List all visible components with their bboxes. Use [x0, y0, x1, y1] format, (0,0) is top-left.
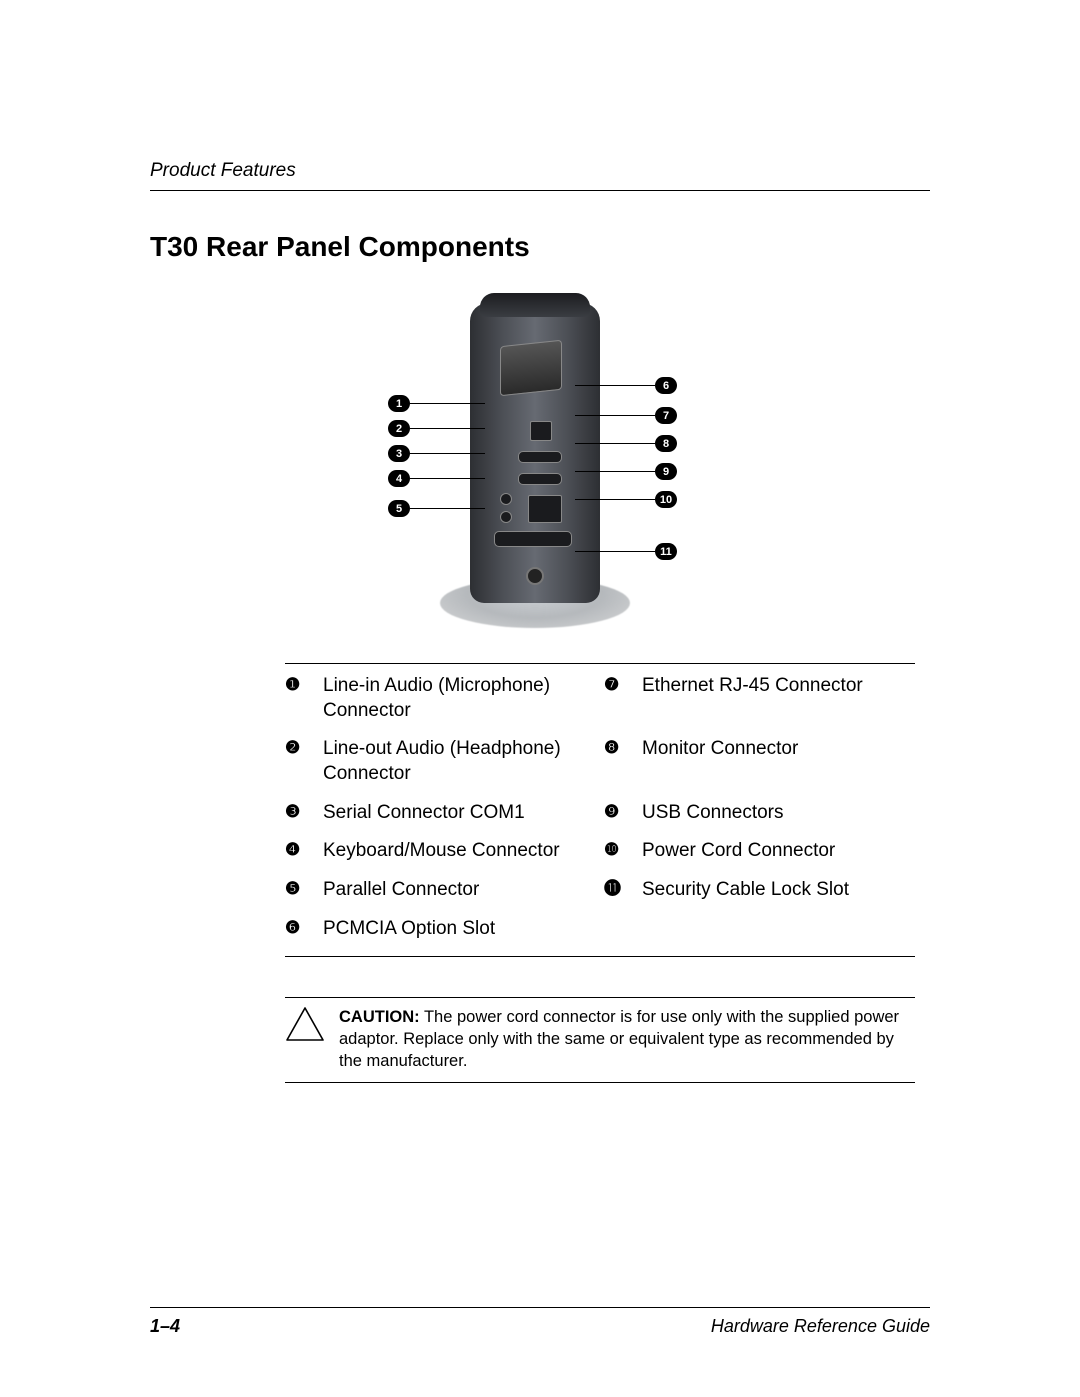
caution-triangle-icon [285, 1006, 325, 1042]
footer-doc-title: Hardware Reference Guide [711, 1316, 930, 1337]
callout-line [575, 499, 655, 500]
callout-bubble-8: 8 [655, 435, 677, 452]
legend-number: ❻ [285, 917, 315, 942]
header-section-label: Product Features [150, 160, 930, 182]
legend-label: Parallel Connector [323, 878, 596, 903]
legend-label: Serial Connector COM1 [323, 801, 596, 826]
caution-text: CAUTION: The power cord connector is for… [339, 1006, 915, 1073]
callout-bubble-7: 7 [655, 407, 677, 424]
legend-number: ❼ [604, 674, 634, 723]
callout-bubble-9: 9 [655, 463, 677, 480]
callout-bubble-1: 1 [388, 395, 410, 412]
device-body [470, 303, 600, 603]
legend-number: ❿ [604, 839, 634, 864]
legend-number: ❶ [285, 674, 315, 723]
callout-bubble-3: 3 [388, 445, 410, 462]
legend-bottom-rule [285, 956, 915, 957]
callout-line [575, 551, 655, 552]
legend-label: Power Cord Connector [642, 839, 915, 864]
callout-bubble-4: 4 [388, 470, 410, 487]
legend-number: ⓫ [604, 878, 634, 903]
device-diagram: 1 2 3 4 5 6 7 8 9 10 11 [380, 293, 700, 633]
callout-line [410, 403, 485, 404]
legend-label [642, 917, 915, 942]
callout-line [575, 471, 655, 472]
caution-body: The power cord connector is for use only… [339, 1008, 899, 1071]
caution-bottom-rule [285, 1082, 915, 1083]
callout-line [575, 415, 655, 416]
caution-block: CAUTION: The power cord connector is for… [285, 997, 915, 1084]
legend-label: Ethernet RJ-45 Connector [642, 674, 915, 723]
legend-label: Line-out Audio (Headphone) Connector [323, 737, 596, 786]
footer-rule [150, 1307, 930, 1308]
callout-bubble-10: 10 [655, 491, 677, 508]
callout-line [575, 385, 655, 386]
legend-label: Monitor Connector [642, 737, 915, 786]
legend-number: ❹ [285, 839, 315, 864]
page-footer: 1–4 Hardware Reference Guide [150, 1307, 930, 1337]
legend-label: USB Connectors [642, 801, 915, 826]
page-title: T30 Rear Panel Components [150, 231, 930, 263]
callout-line [410, 453, 485, 454]
legend-table: ❶Line-in Audio (Microphone) Connector❼Et… [285, 663, 915, 957]
legend-number: ❺ [285, 878, 315, 903]
legend-number: ❸ [285, 801, 315, 826]
caution-label: CAUTION: [339, 1008, 420, 1026]
callout-bubble-5: 5 [388, 500, 410, 517]
legend-label: Security Cable Lock Slot [642, 878, 915, 903]
callout-line [410, 478, 485, 479]
header-rule [150, 190, 930, 191]
document-page: Product Features T30 Rear Panel Componen… [0, 0, 1080, 1397]
callout-line [575, 443, 655, 444]
footer-page-number: 1–4 [150, 1316, 180, 1337]
callout-bubble-11: 11 [655, 543, 677, 560]
callout-bubble-6: 6 [655, 377, 677, 394]
callout-line [410, 428, 485, 429]
callout-bubble-2: 2 [388, 420, 410, 437]
legend-number [604, 917, 634, 942]
legend-number: ❾ [604, 801, 634, 826]
legend-label: Line-in Audio (Microphone) Connector [323, 674, 596, 723]
diagram-container: 1 2 3 4 5 6 7 8 9 10 11 [150, 293, 930, 633]
legend-number: ❷ [285, 737, 315, 786]
legend-number: ❽ [604, 737, 634, 786]
legend-label: Keyboard/Mouse Connector [323, 839, 596, 864]
callout-line [410, 508, 485, 509]
device-top [480, 293, 590, 317]
legend-label: PCMCIA Option Slot [323, 917, 596, 942]
legend-top-rule [285, 663, 915, 664]
